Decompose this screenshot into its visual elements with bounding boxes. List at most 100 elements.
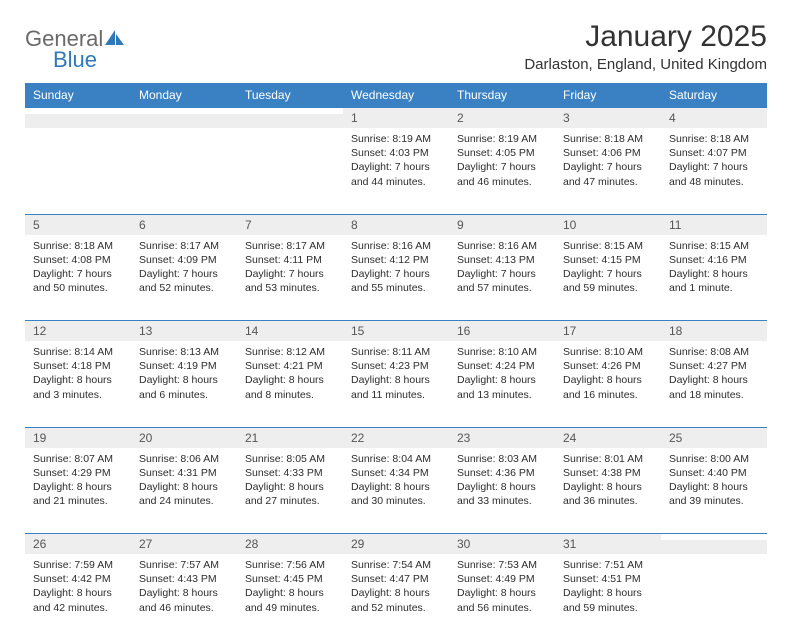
day-details: Sunrise: 8:17 AMSunset: 4:09 PMDaylight:… xyxy=(131,235,237,302)
day-number: 18 xyxy=(661,321,767,341)
day-cell: Sunrise: 8:19 AMSunset: 4:05 PMDaylight:… xyxy=(449,128,555,214)
week-row: Sunrise: 8:07 AMSunset: 4:29 PMDaylight:… xyxy=(25,448,767,534)
day-number: 30 xyxy=(449,534,555,554)
daynum-cell: 20 xyxy=(131,427,237,448)
daynum-cell: 15 xyxy=(343,321,449,342)
day-details: Sunrise: 8:18 AMSunset: 4:08 PMDaylight:… xyxy=(25,235,131,302)
daynum-cell xyxy=(25,108,131,129)
day-details: Sunrise: 8:16 AMSunset: 4:13 PMDaylight:… xyxy=(449,235,555,302)
daynum-cell xyxy=(131,108,237,129)
day-number: 20 xyxy=(131,428,237,448)
day-details: Sunrise: 8:07 AMSunset: 4:29 PMDaylight:… xyxy=(25,448,131,515)
day-cell: Sunrise: 8:12 AMSunset: 4:21 PMDaylight:… xyxy=(237,341,343,427)
day-cell: Sunrise: 8:08 AMSunset: 4:27 PMDaylight:… xyxy=(661,341,767,427)
day-number: 19 xyxy=(25,428,131,448)
day-number xyxy=(131,108,237,114)
day-number: 8 xyxy=(343,215,449,235)
daynum-cell: 31 xyxy=(555,534,661,555)
day-details: Sunrise: 8:03 AMSunset: 4:36 PMDaylight:… xyxy=(449,448,555,515)
day-cell: Sunrise: 8:18 AMSunset: 4:06 PMDaylight:… xyxy=(555,128,661,214)
daynum-cell: 17 xyxy=(555,321,661,342)
day-cell: Sunrise: 8:19 AMSunset: 4:03 PMDaylight:… xyxy=(343,128,449,214)
daynum-row: 262728293031 xyxy=(25,534,767,555)
daynum-cell: 29 xyxy=(343,534,449,555)
day-number: 17 xyxy=(555,321,661,341)
day-details: Sunrise: 8:15 AMSunset: 4:15 PMDaylight:… xyxy=(555,235,661,302)
week-row: Sunrise: 8:14 AMSunset: 4:18 PMDaylight:… xyxy=(25,341,767,427)
day-details: Sunrise: 7:59 AMSunset: 4:42 PMDaylight:… xyxy=(25,554,131,621)
day-details: Sunrise: 8:04 AMSunset: 4:34 PMDaylight:… xyxy=(343,448,449,515)
location: Darlaston, England, United Kingdom xyxy=(524,56,767,73)
day-number: 11 xyxy=(661,215,767,235)
day-number: 24 xyxy=(555,428,661,448)
day-number: 2 xyxy=(449,108,555,128)
daynum-cell: 28 xyxy=(237,534,343,555)
daynum-row: 1234 xyxy=(25,108,767,129)
day-cell: Sunrise: 8:13 AMSunset: 4:19 PMDaylight:… xyxy=(131,341,237,427)
day-number: 16 xyxy=(449,321,555,341)
day-number: 13 xyxy=(131,321,237,341)
day-cell: Sunrise: 8:03 AMSunset: 4:36 PMDaylight:… xyxy=(449,448,555,534)
daynum-cell: 8 xyxy=(343,214,449,235)
day-cell xyxy=(25,128,131,214)
day-cell xyxy=(131,128,237,214)
day-cell: Sunrise: 7:59 AMSunset: 4:42 PMDaylight:… xyxy=(25,554,131,640)
day-cell: Sunrise: 8:15 AMSunset: 4:15 PMDaylight:… xyxy=(555,235,661,321)
daynum-cell: 10 xyxy=(555,214,661,235)
calendar-header-row: SundayMondayTuesdayWednesdayThursdayFrid… xyxy=(25,83,767,108)
day-cell: Sunrise: 8:00 AMSunset: 4:40 PMDaylight:… xyxy=(661,448,767,534)
daynum-cell: 2 xyxy=(449,108,555,129)
day-details: Sunrise: 8:13 AMSunset: 4:19 PMDaylight:… xyxy=(131,341,237,408)
day-cell: Sunrise: 8:17 AMSunset: 4:11 PMDaylight:… xyxy=(237,235,343,321)
weekday-header: Friday xyxy=(555,83,661,108)
day-number xyxy=(661,534,767,540)
day-number: 6 xyxy=(131,215,237,235)
daynum-cell: 1 xyxy=(343,108,449,129)
day-cell: Sunrise: 8:16 AMSunset: 4:12 PMDaylight:… xyxy=(343,235,449,321)
day-details: Sunrise: 8:01 AMSunset: 4:38 PMDaylight:… xyxy=(555,448,661,515)
day-number: 4 xyxy=(661,108,767,128)
daynum-cell: 9 xyxy=(449,214,555,235)
calendar-table: SundayMondayTuesdayWednesdayThursdayFrid… xyxy=(25,83,767,640)
daynum-cell: 18 xyxy=(661,321,767,342)
day-details: Sunrise: 7:54 AMSunset: 4:47 PMDaylight:… xyxy=(343,554,449,621)
logo-sail-icon xyxy=(105,30,125,51)
day-number: 12 xyxy=(25,321,131,341)
day-cell: Sunrise: 8:18 AMSunset: 4:08 PMDaylight:… xyxy=(25,235,131,321)
day-number: 27 xyxy=(131,534,237,554)
day-details: Sunrise: 7:57 AMSunset: 4:43 PMDaylight:… xyxy=(131,554,237,621)
day-number: 1 xyxy=(343,108,449,128)
day-details: Sunrise: 8:16 AMSunset: 4:12 PMDaylight:… xyxy=(343,235,449,302)
day-number: 9 xyxy=(449,215,555,235)
day-cell: Sunrise: 7:56 AMSunset: 4:45 PMDaylight:… xyxy=(237,554,343,640)
daynum-cell: 5 xyxy=(25,214,131,235)
page-title: January 2025 xyxy=(524,20,767,54)
daynum-cell: 6 xyxy=(131,214,237,235)
day-details: Sunrise: 7:56 AMSunset: 4:45 PMDaylight:… xyxy=(237,554,343,621)
day-details: Sunrise: 8:06 AMSunset: 4:31 PMDaylight:… xyxy=(131,448,237,515)
day-cell: Sunrise: 8:10 AMSunset: 4:26 PMDaylight:… xyxy=(555,341,661,427)
day-cell: Sunrise: 8:05 AMSunset: 4:33 PMDaylight:… xyxy=(237,448,343,534)
daynum-row: 19202122232425 xyxy=(25,427,767,448)
day-details: Sunrise: 8:19 AMSunset: 4:05 PMDaylight:… xyxy=(449,128,555,195)
day-details: Sunrise: 8:18 AMSunset: 4:07 PMDaylight:… xyxy=(661,128,767,195)
day-number: 10 xyxy=(555,215,661,235)
weekday-header: Sunday xyxy=(25,83,131,108)
daynum-row: 12131415161718 xyxy=(25,321,767,342)
day-cell: Sunrise: 8:04 AMSunset: 4:34 PMDaylight:… xyxy=(343,448,449,534)
day-details: Sunrise: 8:10 AMSunset: 4:26 PMDaylight:… xyxy=(555,341,661,408)
day-cell: Sunrise: 8:07 AMSunset: 4:29 PMDaylight:… xyxy=(25,448,131,534)
day-details: Sunrise: 8:00 AMSunset: 4:40 PMDaylight:… xyxy=(661,448,767,515)
day-details: Sunrise: 8:18 AMSunset: 4:06 PMDaylight:… xyxy=(555,128,661,195)
daynum-cell: 27 xyxy=(131,534,237,555)
daynum-cell xyxy=(661,534,767,555)
day-details: Sunrise: 8:08 AMSunset: 4:27 PMDaylight:… xyxy=(661,341,767,408)
day-number: 3 xyxy=(555,108,661,128)
daynum-cell: 14 xyxy=(237,321,343,342)
day-cell: Sunrise: 8:15 AMSunset: 4:16 PMDaylight:… xyxy=(661,235,767,321)
day-number: 25 xyxy=(661,428,767,448)
weekday-header: Tuesday xyxy=(237,83,343,108)
day-details: Sunrise: 8:14 AMSunset: 4:18 PMDaylight:… xyxy=(25,341,131,408)
day-details: Sunrise: 8:12 AMSunset: 4:21 PMDaylight:… xyxy=(237,341,343,408)
day-details: Sunrise: 7:53 AMSunset: 4:49 PMDaylight:… xyxy=(449,554,555,621)
